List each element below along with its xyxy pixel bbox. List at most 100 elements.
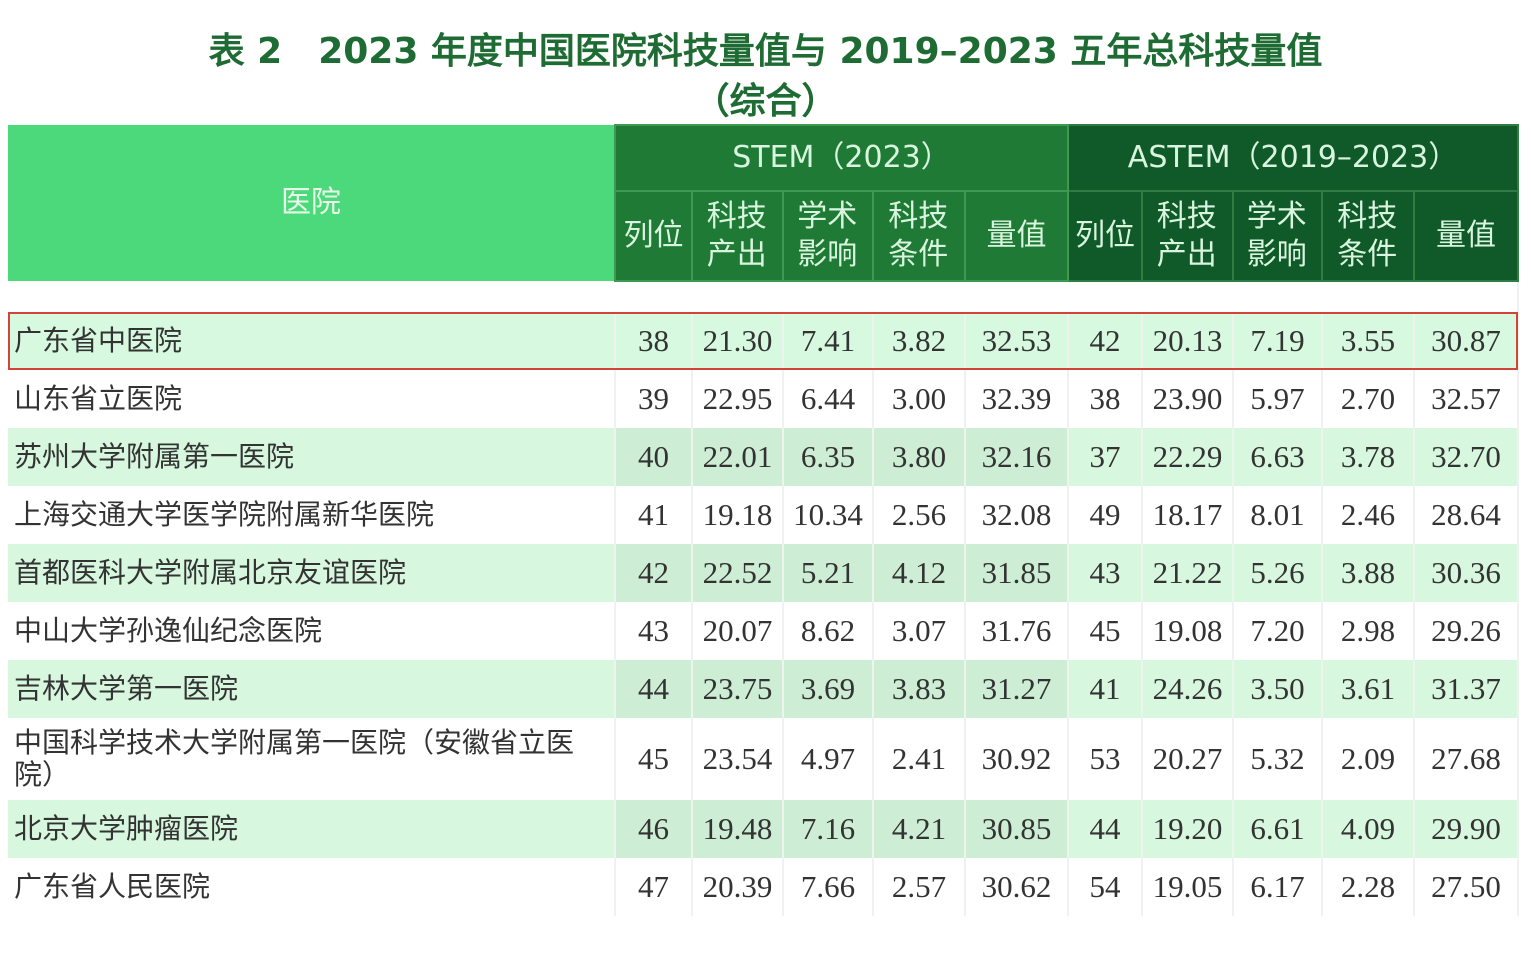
table-row: 中山大学孙逸仙纪念医院 43 20.07 8.62 3.07 31.76 45 19.08 7.… bbox=[8, 602, 1520, 660]
value-cell: 5.26 bbox=[1233, 544, 1324, 602]
value-cell: 19.08 bbox=[1142, 602, 1235, 660]
stem-col-header: 学术影响 bbox=[782, 190, 874, 282]
table-row: 北京大学肿瘤医院 46 19.48 7.16 4.21 30.85 44 19.20 6.61 4… bbox=[8, 800, 1520, 858]
col-header-label: 科技条件 bbox=[1337, 199, 1398, 272]
value-cell: 19.05 bbox=[1142, 858, 1235, 916]
value-cell: 5.97 bbox=[1233, 370, 1324, 428]
value-cell: 5.21 bbox=[783, 544, 874, 602]
value-cell: 30.62 bbox=[965, 858, 1070, 916]
value-cell: 7.16 bbox=[783, 800, 874, 858]
col-header-label: 列位 bbox=[1075, 218, 1136, 253]
value-cell: 20.39 bbox=[692, 858, 784, 916]
value-cell: 23.54 bbox=[692, 718, 784, 800]
col-header-label: 科技产出 bbox=[706, 199, 767, 272]
value-cell: 2.09 bbox=[1322, 718, 1416, 800]
table-row: 首都医科大学附属北京友谊医院 42 22.52 5.21 4.12 31.85 43 21.2… bbox=[8, 544, 1520, 602]
value-cell: 6.63 bbox=[1233, 428, 1324, 486]
value-cell: 3.88 bbox=[1322, 544, 1416, 602]
hospital-table: 医院 STEM（2023） ASTEM（2019–2023） 列位 科技产出 学术影… bbox=[8, 124, 1520, 916]
value-cell: 8.01 bbox=[1233, 486, 1324, 544]
value-cell: 7.66 bbox=[783, 858, 874, 916]
value-cell: 2.98 bbox=[1322, 602, 1416, 660]
value-cell: 18.17 bbox=[1142, 486, 1235, 544]
col-header-label: 列位 bbox=[623, 218, 684, 253]
table-row: 广东省中医院 38 21.30 7.41 3.82 32.53 42 20.13 7.19 3.5… bbox=[8, 312, 1520, 370]
value-cell: 5.32 bbox=[1233, 718, 1324, 800]
col-header-label: 科技产出 bbox=[1156, 199, 1217, 272]
value-cell: 2.56 bbox=[873, 486, 966, 544]
value-cell: 3.61 bbox=[1322, 660, 1416, 718]
value-cell: 6.17 bbox=[1233, 858, 1324, 916]
astem-col-header: 量值 bbox=[1413, 190, 1520, 282]
value-cell: 3.83 bbox=[873, 660, 966, 718]
value-cell: 43 bbox=[1068, 544, 1144, 602]
value-cell: 19.48 bbox=[692, 800, 784, 858]
table-title: 表 2 2023 年度中国医院科技量值与 2019–2023 五年总科技量值 bbox=[208, 31, 1323, 72]
value-cell: 23.75 bbox=[692, 660, 784, 718]
col-header-label: 学术影响 bbox=[797, 199, 858, 272]
astem-col-header: 科技产出 bbox=[1141, 190, 1235, 282]
value-cell: 42 bbox=[1068, 312, 1144, 370]
hospital-name: 首都医科大学附属北京友谊医院 bbox=[8, 544, 616, 602]
value-cell: 3.55 bbox=[1322, 312, 1416, 370]
value-cell: 2.28 bbox=[1322, 858, 1416, 916]
value-cell: 28.64 bbox=[1414, 486, 1520, 544]
value-cell: 40 bbox=[615, 428, 693, 486]
value-cell: 45 bbox=[615, 718, 693, 800]
value-cell: 31.85 bbox=[965, 544, 1070, 602]
value-cell: 32.53 bbox=[965, 312, 1070, 370]
value-cell: 31.37 bbox=[1414, 660, 1520, 718]
value-cell: 37 bbox=[1068, 428, 1144, 486]
value-cell: 46 bbox=[615, 800, 693, 858]
value-cell: 3.07 bbox=[873, 602, 966, 660]
header-stem: STEM（2023） bbox=[613, 124, 1070, 192]
value-cell: 31.76 bbox=[965, 602, 1070, 660]
hospital-name: 山东省立医院 bbox=[8, 370, 616, 428]
value-cell: 49 bbox=[1068, 486, 1144, 544]
value-cell: 20.27 bbox=[1142, 718, 1235, 800]
value-cell: 53 bbox=[1068, 718, 1144, 800]
value-cell: 30.36 bbox=[1414, 544, 1520, 602]
value-cell: 20.07 bbox=[692, 602, 784, 660]
header-hospital: 医院 bbox=[8, 125, 615, 281]
value-cell: 4.09 bbox=[1322, 800, 1416, 858]
value-cell: 32.39 bbox=[965, 370, 1070, 428]
value-cell: 32.57 bbox=[1414, 370, 1520, 428]
value-cell: 2.70 bbox=[1322, 370, 1416, 428]
col-header-label: 量值 bbox=[986, 218, 1047, 253]
table-row: 山东省立医院 39 22.95 6.44 3.00 32.39 38 23.90 5.97 2.7… bbox=[8, 370, 1520, 428]
value-cell: 30.85 bbox=[965, 800, 1070, 858]
stem-col-header: 列位 bbox=[614, 190, 693, 282]
header-astem: ASTEM（2019–2023） bbox=[1067, 124, 1520, 192]
value-cell: 23.90 bbox=[1142, 370, 1235, 428]
value-cell: 30.87 bbox=[1414, 312, 1520, 370]
value-cell: 2.57 bbox=[873, 858, 966, 916]
value-cell: 7.41 bbox=[783, 312, 874, 370]
value-cell: 22.01 bbox=[692, 428, 784, 486]
table-subtitle: （综合） bbox=[693, 81, 838, 122]
table-row: 上海交通大学医学院附属新华医院 41 19.18 10.34 2.56 32.08 49 18… bbox=[8, 486, 1520, 544]
table-row: 中国科学技术大学附属第一医院（安徽省立医院） 45 23.54 4.97 2.41 30.… bbox=[8, 718, 1520, 800]
value-cell: 6.61 bbox=[1233, 800, 1324, 858]
value-cell: 3.82 bbox=[873, 312, 966, 370]
value-cell: 19.18 bbox=[692, 486, 784, 544]
value-cell: 31.27 bbox=[965, 660, 1070, 718]
value-cell: 32.08 bbox=[965, 486, 1070, 544]
value-cell: 4.12 bbox=[873, 544, 966, 602]
value-cell: 43 bbox=[615, 602, 693, 660]
value-cell: 6.35 bbox=[783, 428, 874, 486]
stem-col-header: 科技条件 bbox=[872, 190, 966, 282]
hospital-name: 上海交通大学医学院附属新华医院 bbox=[8, 486, 616, 544]
value-cell: 22.95 bbox=[692, 370, 784, 428]
astem-col-header: 学术影响 bbox=[1232, 190, 1324, 282]
value-cell: 3.78 bbox=[1322, 428, 1416, 486]
value-cell: 42 bbox=[615, 544, 693, 602]
value-cell: 24.26 bbox=[1142, 660, 1235, 718]
value-cell: 20.13 bbox=[1142, 312, 1235, 370]
value-cell: 44 bbox=[615, 660, 693, 718]
value-cell: 29.90 bbox=[1414, 800, 1520, 858]
astem-col-header: 科技条件 bbox=[1321, 190, 1416, 282]
value-cell: 4.21 bbox=[873, 800, 966, 858]
astem-col-header: 列位 bbox=[1067, 190, 1144, 282]
hospital-name: 中山大学孙逸仙纪念医院 bbox=[8, 602, 616, 660]
